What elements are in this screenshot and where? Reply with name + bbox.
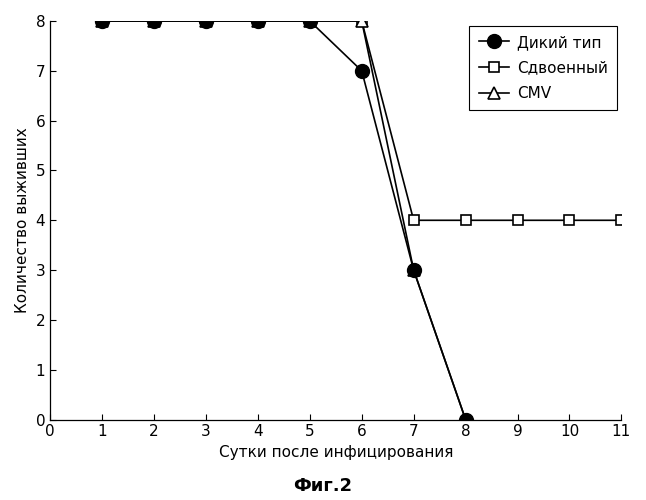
Line: Дикий тип: Дикий тип	[95, 14, 472, 426]
Сдвоенный	[410, 218, 417, 224]
Сдвоенный	[254, 18, 262, 24]
CMV	[150, 18, 158, 24]
Сдвоенный	[306, 18, 314, 24]
CMV	[462, 416, 470, 422]
Сдвоенный	[98, 18, 106, 24]
X-axis label: Сутки после инфицирования: Сутки после инфицирования	[218, 445, 453, 460]
CMV	[306, 18, 314, 24]
Legend: Дикий тип, Сдвоенный, CMV: Дикий тип, Сдвоенный, CMV	[470, 26, 617, 110]
Сдвоенный	[514, 218, 521, 224]
CMV	[254, 18, 262, 24]
CMV	[98, 18, 106, 24]
Дикий тип	[462, 416, 470, 422]
CMV	[202, 18, 210, 24]
Дикий тип	[150, 18, 158, 24]
Сдвоенный	[358, 18, 366, 24]
Text: Фиг.2: Фиг.2	[293, 477, 353, 495]
Дикий тип	[202, 18, 210, 24]
Line: CMV: CMV	[96, 16, 471, 425]
CMV	[410, 267, 417, 273]
CMV	[358, 18, 366, 24]
Дикий тип	[306, 18, 314, 24]
Сдвоенный	[462, 218, 470, 224]
Сдвоенный	[202, 18, 210, 24]
Сдвоенный	[618, 218, 625, 224]
Сдвоенный	[565, 218, 573, 224]
Line: Сдвоенный: Сдвоенный	[98, 16, 626, 225]
Сдвоенный	[150, 18, 158, 24]
Дикий тип	[254, 18, 262, 24]
Y-axis label: Количество выживших: Количество выживших	[15, 128, 30, 313]
Дикий тип	[410, 267, 417, 273]
Дикий тип	[358, 68, 366, 74]
Дикий тип	[98, 18, 106, 24]
